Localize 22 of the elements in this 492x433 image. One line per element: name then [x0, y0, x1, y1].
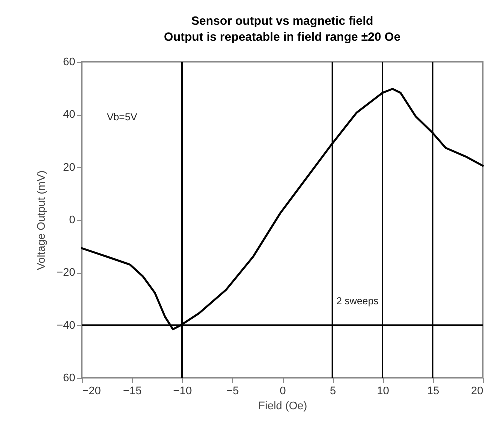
y-tick-label: 40: [63, 109, 76, 122]
y-tick-label: 0: [69, 214, 76, 226]
x-tick-label: −20: [82, 386, 102, 398]
chart-title: Sensor output vs magnetic field: [191, 14, 374, 28]
chart-subtitle: Output is repeatable in field range ±20 Oe: [164, 30, 402, 44]
x-tick-label: −5: [226, 386, 240, 398]
y-tick-label: −20: [56, 267, 76, 280]
x-tick-label: 20: [471, 386, 484, 398]
x-tick-label: 0: [280, 386, 286, 398]
y-tick-label: 20: [63, 162, 76, 174]
y-tick-label: −40: [56, 320, 76, 332]
y-tick-label: 60: [63, 372, 76, 384]
x-tick-label: 10: [377, 386, 390, 398]
x-tick-label: 5: [330, 386, 336, 398]
x-tick-label: −10: [173, 386, 192, 398]
annotation: Vb=5V: [107, 112, 138, 124]
y-tick-label: 60: [63, 56, 76, 68]
x-axis-title: Field (Oe): [258, 400, 308, 412]
x-tick-label: 15: [427, 386, 440, 398]
y-axis-title: Voltage Output (mV): [36, 170, 48, 270]
annotation: 2 sweeps: [336, 296, 379, 308]
x-tick-label: −15: [123, 386, 142, 398]
